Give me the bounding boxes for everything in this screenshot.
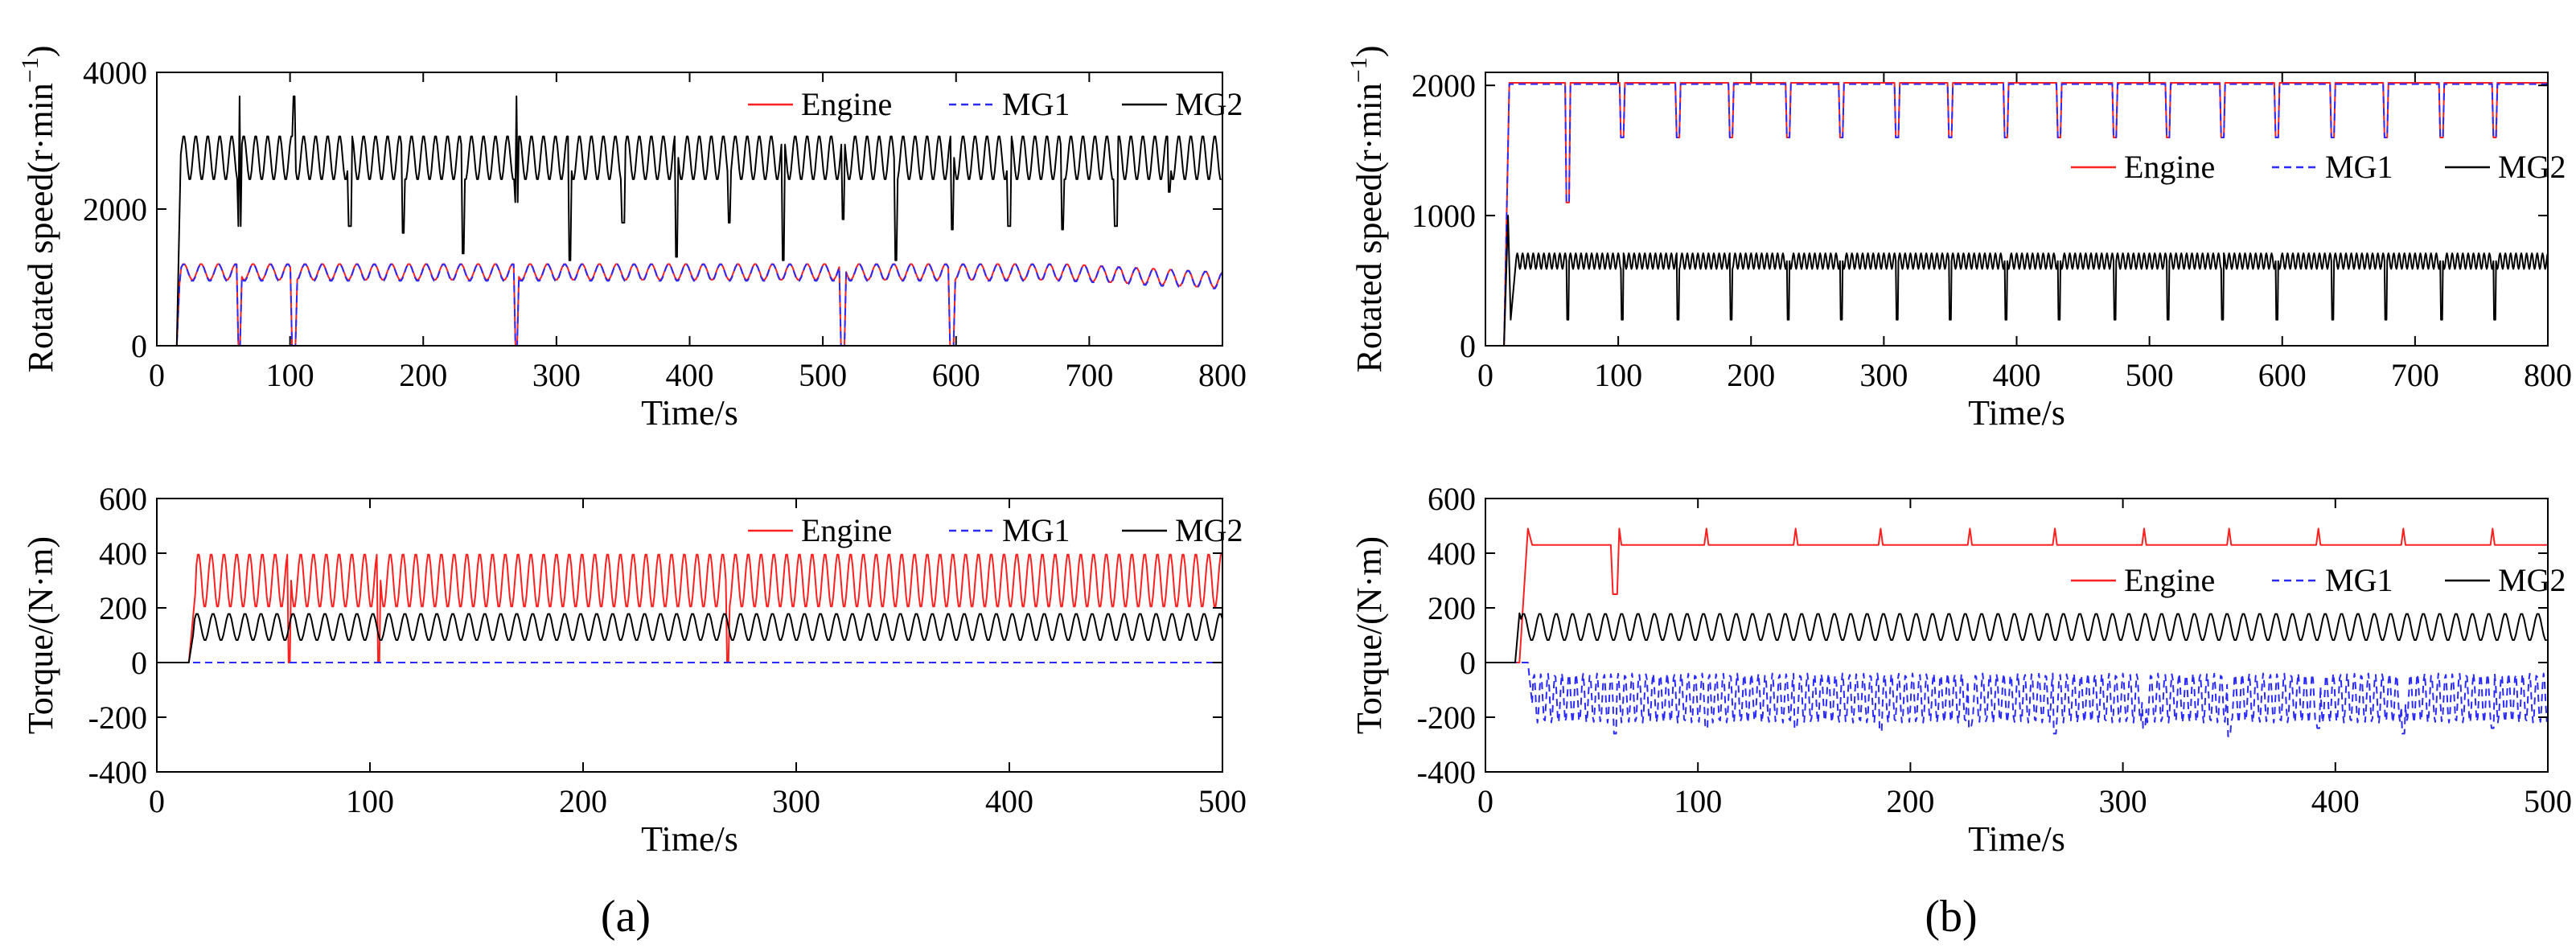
y-axis-label: Torque/(N·m) bbox=[21, 536, 60, 734]
x-tick-label: 800 bbox=[2524, 357, 2572, 393]
y-tick-label: 200 bbox=[99, 590, 147, 626]
series-line-mg1-b-speed bbox=[1485, 83, 2548, 346]
legend-label-mg2: MG2 bbox=[2498, 562, 2566, 598]
axes-box-a-torque bbox=[156, 498, 1223, 773]
y-tick-label: 400 bbox=[99, 536, 147, 572]
x-tick-label: 600 bbox=[2258, 357, 2307, 393]
legend-label-engine: Engine bbox=[801, 512, 892, 548]
series-line-engine-b-torque bbox=[1485, 527, 2548, 663]
x-tick-label: 0 bbox=[1477, 357, 1493, 393]
x-tick-label: 0 bbox=[149, 783, 165, 819]
y-tick-label: 0 bbox=[131, 328, 147, 364]
x-tick-label: 300 bbox=[1859, 357, 1908, 393]
y-tick-label: 0 bbox=[1460, 328, 1476, 364]
x-tick-label: 400 bbox=[2311, 783, 2360, 819]
panel-a-label: (a) bbox=[601, 892, 651, 942]
y-tick-label: 200 bbox=[1428, 590, 1476, 626]
legend-label-mg2: MG2 bbox=[1175, 86, 1243, 122]
y-tick-label: 4000 bbox=[83, 55, 147, 91]
legend-label-engine: Engine bbox=[2124, 149, 2215, 185]
legend-b-torque: Engine MG1 MG2 bbox=[2071, 562, 2566, 598]
series-line-engine-b-speed bbox=[1485, 82, 2548, 346]
x-axis-label: Time/s bbox=[1968, 393, 2065, 433]
x-tick-label: 0 bbox=[149, 357, 165, 393]
series-line-mg2-b-speed bbox=[1485, 215, 2548, 346]
y-tick-label: 0 bbox=[131, 645, 147, 681]
legend-label-mg1: MG1 bbox=[2325, 149, 2393, 185]
legend-b-speed: Engine MG1 MG2 bbox=[2071, 149, 2566, 185]
y-tick-label: 0 bbox=[1460, 645, 1476, 681]
legend-label-mg1: MG1 bbox=[1002, 86, 1070, 122]
x-tick-label: 700 bbox=[1065, 357, 1113, 393]
x-tick-label: 300 bbox=[772, 783, 820, 819]
x-tick-label: 100 bbox=[346, 783, 394, 819]
x-tick-label: 100 bbox=[1674, 783, 1722, 819]
x-tick-label: 0 bbox=[1477, 783, 1493, 819]
x-axis-label: Time/s bbox=[641, 819, 738, 859]
y-tick-label: 2000 bbox=[83, 191, 147, 228]
axes-box-b-torque bbox=[1485, 498, 2549, 773]
x-tick-label: 200 bbox=[1727, 357, 1775, 393]
x-tick-label: 100 bbox=[266, 357, 314, 393]
y-tick-label: -200 bbox=[1417, 700, 1476, 736]
chart-a-speed: 0 100 200 300 400 500 600 700 800 0 2000 4000 Time/s… bbox=[17, 45, 1247, 433]
legend-label-mg1: MG1 bbox=[2325, 562, 2393, 598]
legend-label-engine: Engine bbox=[2124, 562, 2215, 598]
y-tick-label: -400 bbox=[88, 754, 147, 790]
chart-b-speed: 0 100 200 300 400 500 600 700 800 0 1000 2000 Time/s… bbox=[1346, 45, 2572, 433]
legend-a-torque: Engine MG1 MG2 bbox=[748, 512, 1243, 548]
y-axis-label: Rotated speed(r·min−1) bbox=[17, 45, 60, 372]
series-line-mg2-a-torque bbox=[157, 613, 1222, 663]
legend-label-engine: Engine bbox=[801, 86, 892, 122]
series-line-engine-a-torque bbox=[157, 553, 1222, 663]
chart-a-torque: 0 100 200 300 400 500 -400 -200 0 200 400 600 Time/s… bbox=[21, 481, 1247, 859]
y-axis-label: Torque/(N·m) bbox=[1350, 536, 1389, 734]
x-axis-label: Time/s bbox=[1968, 819, 2065, 859]
x-tick-label: 500 bbox=[2524, 783, 2572, 819]
series-line-mg2-a-speed bbox=[157, 95, 1222, 346]
x-tick-label: 200 bbox=[1886, 783, 1934, 819]
legend-label-mg2: MG2 bbox=[2498, 149, 2566, 185]
legend-a-speed: Engine MG1 MG2 bbox=[748, 86, 1243, 122]
y-tick-label: -200 bbox=[88, 700, 147, 736]
y-tick-label: -400 bbox=[1417, 754, 1476, 790]
x-tick-label: 100 bbox=[1594, 357, 1642, 393]
series-line-mg1-b-torque bbox=[1485, 662, 2548, 737]
series-line-mg1-a-speed bbox=[157, 263, 1222, 346]
y-tick-label: 2000 bbox=[1411, 68, 1476, 104]
y-tick-label: 600 bbox=[99, 481, 147, 517]
series-line-mg2-b-torque bbox=[1485, 612, 2547, 663]
y-tick-label: 400 bbox=[1428, 536, 1476, 572]
y-tick-label: 1000 bbox=[1411, 198, 1476, 234]
x-tick-label: 400 bbox=[666, 357, 714, 393]
y-axis-label: Rotated speed(r·min−1) bbox=[1346, 45, 1389, 372]
x-tick-label: 400 bbox=[985, 783, 1033, 819]
x-tick-label: 400 bbox=[1993, 357, 2041, 393]
chart-b-torque: 0 100 200 300 400 500 -400 -200 0 200 400 600 Time/s… bbox=[1350, 481, 2572, 859]
legend-label-mg2: MG2 bbox=[1175, 512, 1243, 548]
x-tick-label: 700 bbox=[2391, 357, 2439, 393]
x-tick-label: 200 bbox=[399, 357, 447, 393]
x-tick-label: 500 bbox=[2126, 357, 2174, 393]
x-tick-label: 300 bbox=[2099, 783, 2147, 819]
x-tick-label: 500 bbox=[799, 357, 847, 393]
x-tick-label: 300 bbox=[532, 357, 581, 393]
panel-b-label: (b) bbox=[1925, 892, 1977, 942]
x-tick-label: 200 bbox=[559, 783, 607, 819]
x-tick-label: 500 bbox=[1198, 783, 1247, 819]
y-tick-label: 600 bbox=[1428, 481, 1476, 517]
x-tick-label: 800 bbox=[1198, 357, 1247, 393]
legend-label-mg1: MG1 bbox=[1002, 512, 1070, 548]
x-axis-label: Time/s bbox=[641, 393, 738, 433]
x-tick-label: 600 bbox=[932, 357, 980, 393]
